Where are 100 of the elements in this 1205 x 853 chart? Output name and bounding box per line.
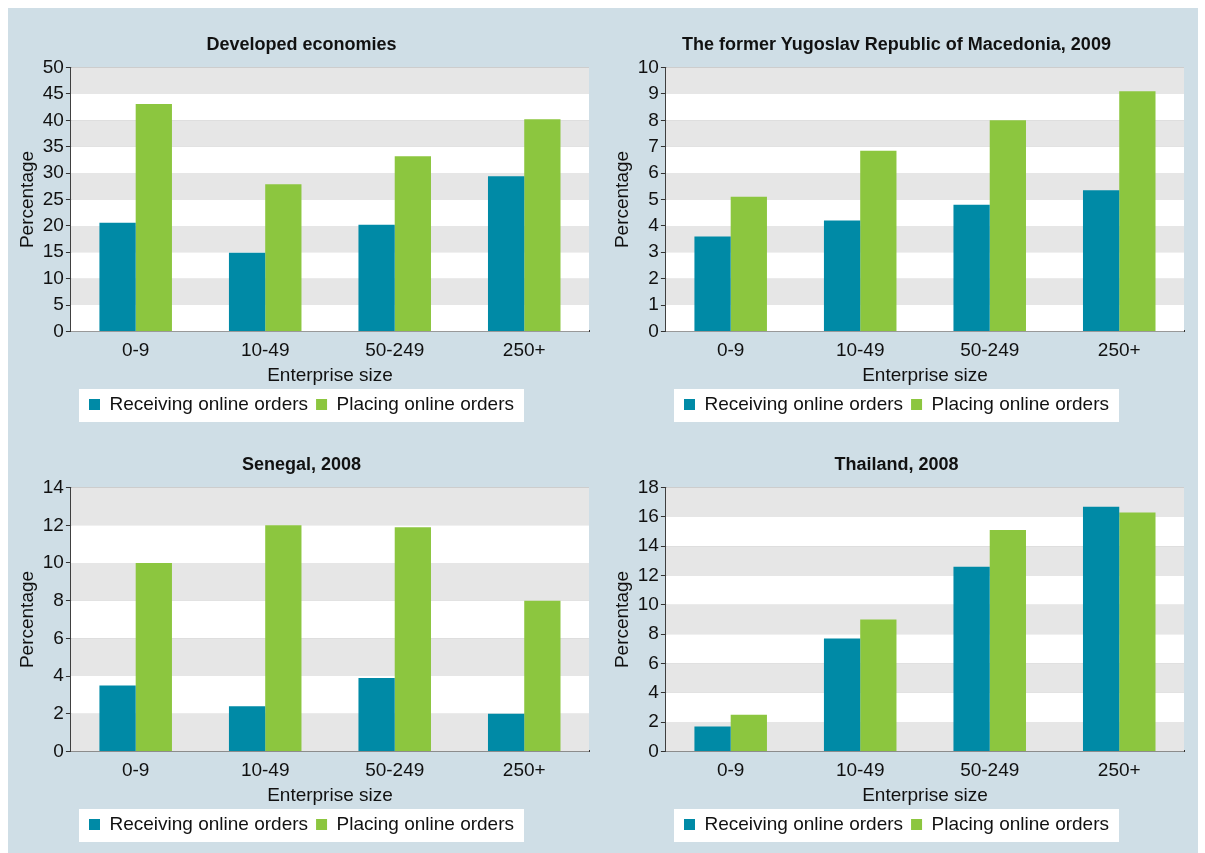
y-tick-label: 45 bbox=[42, 82, 64, 104]
y-tick-label: 1 bbox=[648, 293, 659, 315]
bar bbox=[487, 176, 525, 331]
chart-title: The former Yugoslav Republic of Macedonia, 2009 bbox=[682, 33, 1111, 54]
x-axis-title: Enterprise size bbox=[267, 783, 393, 805]
legend-label: Receiving online orders bbox=[704, 392, 904, 414]
y-tick-label: 0 bbox=[53, 319, 64, 341]
bar bbox=[953, 566, 990, 751]
bar bbox=[1119, 512, 1156, 751]
y-tick-label: 8 bbox=[53, 588, 64, 610]
y-tick-label: 40 bbox=[42, 108, 64, 130]
y-tick-label: 8 bbox=[648, 622, 659, 644]
bar bbox=[99, 222, 136, 331]
y-tick-label: 10 bbox=[637, 593, 659, 615]
y-tick-label: 0 bbox=[648, 739, 659, 761]
y-tick-label: 0 bbox=[53, 739, 64, 761]
bar bbox=[1082, 506, 1120, 751]
legend-label: Placing online orders bbox=[336, 812, 515, 834]
bar bbox=[358, 224, 395, 331]
y-tick-label: 50 bbox=[42, 55, 64, 77]
y-tick-label: 5 bbox=[53, 293, 64, 315]
legend-label: Placing online orders bbox=[931, 812, 1110, 834]
y-tick-label: 35 bbox=[42, 134, 64, 156]
y-tick-label: 9 bbox=[648, 82, 659, 104]
bar bbox=[265, 184, 302, 331]
y-tick-label: 20 bbox=[42, 214, 64, 236]
y-tick-label: 10 bbox=[42, 551, 64, 573]
x-tick-label: 10-49 bbox=[240, 339, 290, 361]
x-axis-title: Enterprise size bbox=[862, 363, 988, 385]
y-tick-label: 30 bbox=[42, 161, 64, 183]
x-axis-title: Enterprise size bbox=[267, 363, 393, 385]
bar bbox=[524, 600, 561, 751]
x-tick-label: 0-9 bbox=[121, 339, 150, 361]
bar bbox=[1082, 190, 1120, 331]
y-tick-label: 4 bbox=[53, 664, 65, 686]
chart-title: Thailand, 2008 bbox=[834, 453, 959, 474]
x-tick-label: 10-49 bbox=[835, 759, 885, 781]
y-tick-label: 4 bbox=[648, 681, 660, 703]
x-tick-label: 50-249 bbox=[365, 759, 425, 781]
bar bbox=[989, 120, 1026, 331]
x-tick-label: 10-49 bbox=[835, 339, 885, 361]
legend-label: Placing online orders bbox=[336, 392, 515, 414]
bar bbox=[694, 236, 731, 331]
y-tick-label: 2 bbox=[648, 710, 659, 732]
y-tick-label: 7 bbox=[648, 134, 659, 156]
y-tick-label: 12 bbox=[42, 513, 64, 535]
bar bbox=[228, 252, 266, 331]
x-tick-label: 250+ bbox=[502, 759, 546, 781]
x-tick-label: 0-9 bbox=[121, 759, 150, 781]
x-tick-label: 50-249 bbox=[960, 759, 1020, 781]
y-tick-label: 6 bbox=[648, 651, 659, 673]
y-tick-label: 15 bbox=[42, 240, 64, 262]
y-tick-label: 12 bbox=[637, 563, 659, 585]
y-tick-label: 10 bbox=[42, 266, 64, 288]
bar bbox=[99, 685, 136, 751]
bar bbox=[694, 726, 731, 751]
legend-label: Receiving online orders bbox=[704, 812, 904, 834]
legend-label: Receiving online orders bbox=[109, 392, 309, 414]
bar bbox=[860, 150, 897, 331]
y-tick-label: 6 bbox=[53, 626, 64, 648]
bar bbox=[730, 714, 767, 751]
chart-title: Developed economies bbox=[206, 33, 397, 54]
y-tick-label: 8 bbox=[648, 108, 659, 130]
bar bbox=[524, 119, 561, 331]
bar bbox=[487, 713, 525, 751]
bar bbox=[953, 204, 990, 331]
y-tick-label: 2 bbox=[648, 266, 659, 288]
x-tick-label: 0-9 bbox=[716, 759, 745, 781]
bar bbox=[730, 196, 767, 331]
bar bbox=[135, 104, 172, 331]
x-tick-label: 250+ bbox=[1097, 339, 1141, 361]
x-tick-label: 50-249 bbox=[365, 339, 425, 361]
y-axis-title: Percentage bbox=[610, 150, 632, 249]
bar bbox=[394, 156, 431, 331]
y-axis-title: Percentage bbox=[15, 570, 37, 669]
bar bbox=[989, 530, 1026, 751]
x-tick-label: 50-249 bbox=[960, 339, 1020, 361]
bar bbox=[860, 619, 897, 751]
y-tick-label: 3 bbox=[648, 240, 659, 262]
bar bbox=[358, 677, 395, 751]
bar bbox=[265, 525, 302, 751]
y-tick-label: 2 bbox=[53, 701, 64, 723]
x-tick-label: 10-49 bbox=[240, 759, 290, 781]
x-tick-label: 0-9 bbox=[716, 339, 745, 361]
x-axis-title: Enterprise size bbox=[862, 783, 988, 805]
y-tick-label: 5 bbox=[648, 187, 659, 209]
chart-title: Senegal, 2008 bbox=[241, 453, 362, 474]
legend-label: Placing online orders bbox=[931, 392, 1110, 414]
y-tick-label: 10 bbox=[637, 55, 659, 77]
x-tick-label: 250+ bbox=[1097, 759, 1141, 781]
y-tick-label: 4 bbox=[648, 214, 660, 236]
x-tick-label: 250+ bbox=[502, 339, 546, 361]
y-tick-label: 14 bbox=[637, 534, 660, 556]
bar bbox=[823, 220, 861, 331]
bar bbox=[394, 527, 431, 751]
y-tick-label: 0 bbox=[648, 319, 659, 341]
y-tick-label: 6 bbox=[648, 161, 659, 183]
y-tick-label: 25 bbox=[42, 187, 64, 209]
y-axis-title: Percentage bbox=[15, 150, 37, 249]
bar bbox=[228, 706, 266, 751]
